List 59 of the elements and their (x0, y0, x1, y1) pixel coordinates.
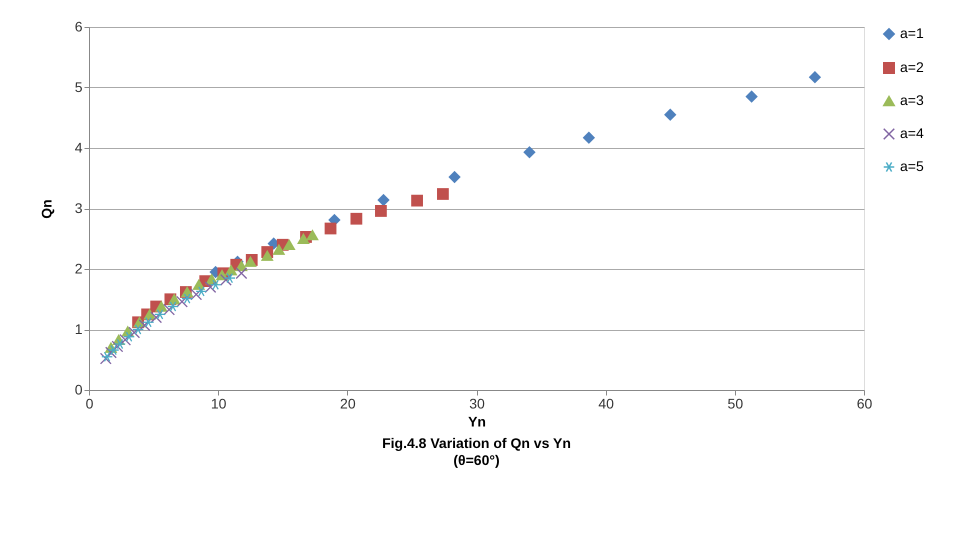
point (375, 205, 387, 217)
point (154, 309, 166, 320)
point (155, 301, 168, 312)
point (163, 304, 175, 316)
y-tick-label: 0 (74, 382, 83, 398)
x-tick-label: 30 (469, 396, 485, 412)
y-tick-label: 3 (74, 200, 83, 216)
legend-label: a=3 (900, 92, 924, 108)
point (224, 272, 236, 284)
point (244, 256, 256, 267)
point (261, 250, 274, 261)
y-tick-label: 4 (74, 140, 83, 156)
y-axis-title: Qn (38, 199, 55, 219)
x-tick-label: 20 (340, 396, 356, 412)
point (350, 212, 362, 225)
y-tick-label: 2 (74, 260, 83, 276)
point (204, 281, 216, 294)
point (378, 194, 390, 206)
point (582, 132, 595, 144)
point (142, 317, 154, 328)
point (128, 326, 140, 338)
x-tick-label: 40 (598, 396, 614, 412)
point (746, 90, 758, 102)
point (298, 234, 310, 244)
legend-label: a=5 (900, 158, 924, 174)
x-tick-label: 50 (728, 396, 744, 412)
x-tick-label: 10 (210, 396, 227, 412)
point (437, 188, 449, 200)
legend-label: a=2 (900, 59, 924, 75)
point (524, 146, 536, 158)
point (176, 296, 188, 308)
legend-label: a=4 (900, 125, 924, 141)
point (112, 340, 124, 352)
point (272, 244, 285, 255)
point (324, 222, 336, 234)
y-tick-label: 1 (74, 321, 83, 337)
point (181, 293, 194, 304)
point (167, 301, 179, 312)
point (448, 171, 460, 183)
point (283, 240, 296, 250)
text: Fig.4.8 Variation of Qn vs Yn (382, 435, 571, 451)
legend-label: a=1 (900, 25, 924, 41)
text: (θ=60°) (453, 452, 500, 468)
point (809, 71, 821, 84)
point (210, 280, 222, 290)
point (150, 312, 162, 324)
point (190, 288, 202, 300)
point (220, 274, 232, 286)
x-tick-label: 60 (856, 396, 872, 412)
y-tick-label: 6 (74, 18, 83, 34)
point (138, 319, 150, 332)
x-tick-label: 0 (86, 396, 94, 412)
x-axis-title: Yn (468, 414, 486, 430)
point (236, 267, 248, 280)
y-tick-label: 5 (74, 79, 83, 95)
point (306, 230, 318, 240)
point (411, 194, 423, 207)
point (195, 286, 208, 297)
point (664, 108, 676, 121)
